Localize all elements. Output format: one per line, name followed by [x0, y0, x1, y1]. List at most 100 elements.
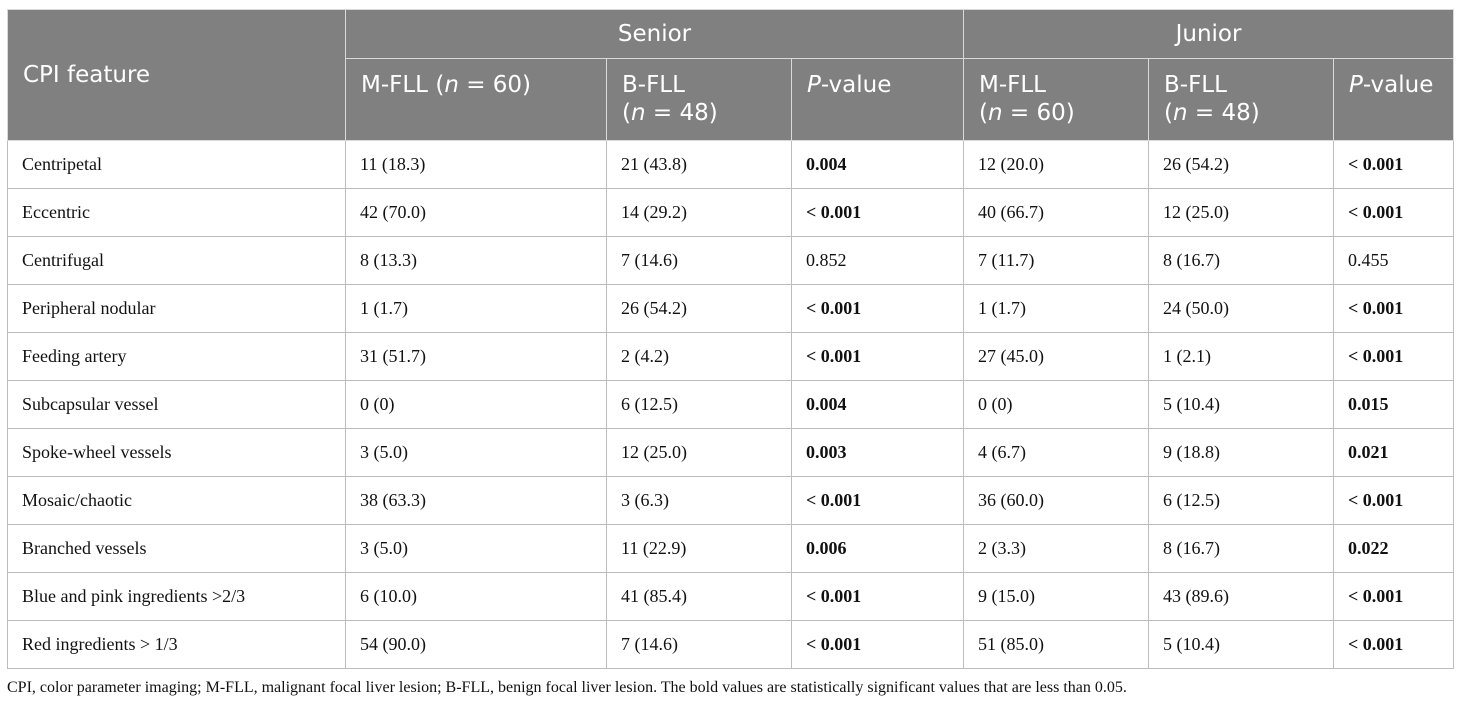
cell-senior-pvalue: < 0.001: [791, 284, 964, 333]
cell-senior-mfll: 1 (1.7): [345, 284, 607, 333]
cell-junior-pvalue: < 0.001: [1332, 332, 1455, 381]
mfll-label: M-FLL: [361, 72, 429, 98]
bfll-n-label: (n = 48): [622, 100, 718, 126]
cell-feature: Feeding artery: [7, 332, 346, 381]
table-body: Centripetal 11 (18.3) 21 (43.8) 0.004 12 (20…: [7, 140, 1455, 669]
cell-junior-bfll: 43 (89.6): [1148, 572, 1334, 621]
table-row: Red ingredients > 1/3 54 (90.0) 7 (14.6) < …: [7, 620, 1455, 669]
header-senior-pvalue: P-value: [791, 58, 964, 141]
cell-senior-bfll: 7 (14.6): [606, 236, 792, 285]
table-row: Centripetal 11 (18.3) 21 (43.8) 0.004 12 (20…: [7, 140, 1455, 189]
cell-feature: Eccentric: [7, 188, 346, 237]
cell-senior-bfll: 14 (29.2): [606, 188, 792, 237]
cell-junior-pvalue: < 0.001: [1332, 188, 1455, 237]
header-senior-mfll: M-FLL (n = 60): [345, 58, 607, 141]
header-sub-row: M-FLL (n = 60) B-FLL (n = 48) P-value M-F…: [8, 58, 1455, 141]
cell-junior-mfll: 4 (6.7): [963, 428, 1149, 477]
cell-junior-bfll: 1 (2.1): [1148, 332, 1334, 381]
cell-senior-pvalue: < 0.001: [791, 188, 964, 237]
cell-senior-bfll: 41 (85.4): [606, 572, 792, 621]
cell-junior-pvalue: < 0.001: [1332, 620, 1455, 669]
cell-feature: Centrifugal: [7, 236, 346, 285]
header-junior-bfll: B-FLL (n = 48): [1148, 58, 1334, 141]
cell-senior-mfll: 11 (18.3): [345, 140, 607, 189]
cell-junior-mfll: 40 (66.7): [963, 188, 1149, 237]
header-group-row: CPI feature Senior Junior: [7, 9, 1455, 141]
cell-junior-bfll: 24 (50.0): [1148, 284, 1334, 333]
cell-junior-pvalue: 0.021: [1332, 428, 1455, 477]
cell-junior-mfll: 27 (45.0): [963, 332, 1149, 381]
header-senior-bfll: B-FLL (n = 48): [606, 58, 792, 141]
cell-feature: Branched vessels: [7, 524, 346, 573]
cell-senior-pvalue: < 0.001: [791, 476, 964, 525]
cell-junior-mfll: 0 (0): [963, 380, 1149, 429]
cell-senior-mfll: 6 (10.0): [345, 572, 607, 621]
cell-junior-mfll: 36 (60.0): [963, 476, 1149, 525]
cell-senior-mfll: 8 (13.3): [345, 236, 607, 285]
table-row: Eccentric 42 (70.0) 14 (29.2) < 0.001 40 (66…: [7, 188, 1455, 237]
cell-senior-mfll: 42 (70.0): [345, 188, 607, 237]
table-row: Peripheral nodular 1 (1.7) 26 (54.2) < 0.00…: [7, 284, 1455, 333]
cell-junior-bfll: 5 (10.4): [1148, 380, 1334, 429]
cell-senior-pvalue: 0.003: [791, 428, 964, 477]
cell-senior-pvalue: 0.004: [791, 140, 964, 189]
header-group-junior: Junior: [962, 9, 1455, 59]
mfll-n-label: (n = 60): [435, 72, 532, 98]
cell-senior-bfll: 26 (54.2): [606, 284, 792, 333]
cell-junior-mfll: 1 (1.7): [963, 284, 1149, 333]
cell-junior-bfll: 8 (16.7): [1148, 236, 1334, 285]
cell-junior-bfll: 5 (10.4): [1148, 620, 1334, 669]
cell-junior-pvalue: 0.455: [1332, 236, 1455, 285]
mfll-label: M-FLL: [979, 72, 1047, 98]
cell-senior-bfll: 21 (43.8): [606, 140, 792, 189]
cell-senior-bfll: 7 (14.6): [606, 620, 792, 669]
table-row: Mosaic/chaotic 38 (63.3) 3 (6.3) < 0.001 36 …: [7, 476, 1455, 525]
header-cpi-feature: CPI feature: [7, 9, 346, 141]
cell-senior-pvalue: 0.006: [791, 524, 964, 573]
cell-feature: Peripheral nodular: [7, 284, 346, 333]
mfll-n-label: (n = 60): [979, 100, 1075, 126]
cell-junior-mfll: 12 (20.0): [963, 140, 1149, 189]
header-junior-mfll: M-FLL (n = 60): [963, 58, 1149, 141]
bfll-label: B-FLL: [622, 72, 685, 98]
cell-senior-pvalue: < 0.001: [791, 620, 964, 669]
cell-feature: Blue and pink ingredients >2/3: [7, 572, 346, 621]
cell-senior-pvalue: 0.852: [791, 236, 964, 285]
cell-senior-pvalue: < 0.001: [791, 572, 964, 621]
header-group-senior: Senior: [345, 9, 964, 59]
table-row: Branched vessels 3 (5.0) 11 (22.9) 0.006 2 (…: [7, 524, 1455, 573]
table-container: CPI feature Senior Junior M-FLL (n = 60)…: [7, 9, 1455, 669]
cell-senior-bfll: 2 (4.2): [606, 332, 792, 381]
table-header: CPI feature Senior Junior M-FLL (n = 60)…: [7, 9, 1455, 141]
cell-junior-pvalue: 0.022: [1332, 524, 1455, 573]
cell-senior-mfll: 0 (0): [345, 380, 607, 429]
cell-feature: Red ingredients > 1/3: [7, 620, 346, 669]
table-row: Spoke-wheel vessels 3 (5.0) 12 (25.0) 0.003…: [7, 428, 1455, 477]
table-row: Blue and pink ingredients >2/3 6 (10.0) 41…: [7, 572, 1455, 621]
cell-senior-mfll: 31 (51.7): [345, 332, 607, 381]
cell-junior-mfll: 9 (15.0): [963, 572, 1149, 621]
bfll-label: B-FLL: [1164, 72, 1227, 98]
cell-junior-bfll: 9 (18.8): [1148, 428, 1334, 477]
cell-senior-bfll: 3 (6.3): [606, 476, 792, 525]
cell-junior-bfll: 26 (54.2): [1148, 140, 1334, 189]
cell-junior-mfll: 7 (11.7): [963, 236, 1149, 285]
table-row: Feeding artery 31 (51.7) 2 (4.2) < 0.001 27 …: [7, 332, 1455, 381]
cell-junior-bfll: 12 (25.0): [1148, 188, 1334, 237]
cell-junior-pvalue: < 0.001: [1332, 284, 1455, 333]
cell-senior-bfll: 6 (12.5): [606, 380, 792, 429]
cell-junior-mfll: 2 (3.3): [963, 524, 1149, 573]
cell-feature: Mosaic/chaotic: [7, 476, 346, 525]
table-row: Subcapsular vessel 0 (0) 6 (12.5) 0.004 0 (0…: [7, 380, 1455, 429]
cell-feature: Centripetal: [7, 140, 346, 189]
cell-junior-bfll: 6 (12.5): [1148, 476, 1334, 525]
header-junior-pvalue: P-value: [1332, 58, 1455, 141]
cell-junior-mfll: 51 (85.0): [963, 620, 1149, 669]
cpi-feature-table: CPI feature Senior Junior M-FLL (n = 60)…: [7, 9, 1455, 669]
table-footnote: CPI, color parameter imaging; M-FLL, mal…: [7, 679, 1127, 696]
table-row: Centrifugal 8 (13.3) 7 (14.6) 0.852 7 (11.7)…: [7, 236, 1455, 285]
cell-senior-pvalue: 0.004: [791, 380, 964, 429]
cell-junior-bfll: 8 (16.7): [1148, 524, 1334, 573]
bfll-n-label: (n = 48): [1164, 100, 1260, 126]
cell-junior-pvalue: < 0.001: [1332, 476, 1455, 525]
